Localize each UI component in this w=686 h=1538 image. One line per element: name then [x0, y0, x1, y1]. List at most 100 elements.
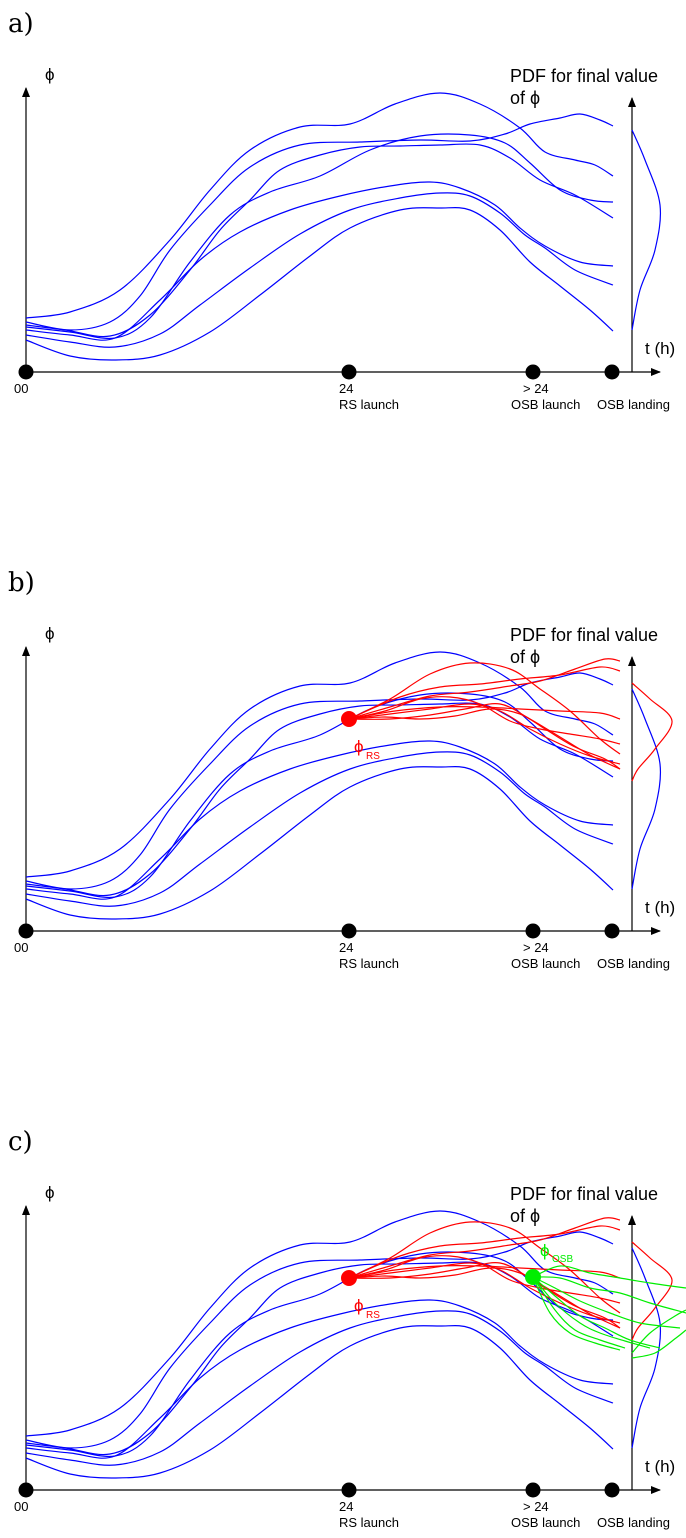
osb-launch-point [525, 1269, 541, 1285]
osb-trajectory [532, 1276, 661, 1349]
rs-launch-point [341, 711, 357, 727]
time-event-label: OSB launch [511, 397, 580, 412]
time-tick-label: > 24 [523, 381, 549, 396]
rs-trajectory [348, 1225, 621, 1279]
pdf-title-line2: of ϕ [510, 1206, 540, 1226]
time-event-label: RS launch [339, 956, 399, 971]
time-event-label: OSB launch [511, 1515, 580, 1530]
time-event-label: RS launch [339, 1515, 399, 1530]
rs-trajectory [348, 1255, 621, 1304]
ensemble-trajectory [25, 1251, 614, 1458]
y-axis-label: ϕ [45, 65, 55, 84]
rs-trajectory [348, 703, 621, 770]
time-marker-dot [18, 1482, 34, 1498]
time-marker-dot [341, 923, 357, 939]
time-marker-dot [341, 364, 357, 380]
rs-trajectory [348, 703, 621, 765]
osb-pdf-curve-lower [631, 1329, 686, 1359]
time-event-label: OSB launch [511, 956, 580, 971]
time-event-label: OSB landing [597, 397, 670, 412]
time-event-label: OSB landing [597, 956, 670, 971]
ensemble-trajectory [25, 751, 614, 907]
rs-pdf-curve [631, 1241, 673, 1341]
time-marker-dot [525, 364, 541, 380]
ensemble-trajectory [25, 1261, 614, 1456]
rs-trajectory [348, 1262, 621, 1329]
time-tick-label: > 24 [523, 1499, 549, 1514]
rs-phi-label: ϕ [354, 1296, 364, 1315]
time-marker-dot [604, 1482, 620, 1498]
ensemble-trajectory [25, 207, 614, 361]
ensemble-trajectory [25, 1231, 614, 1449]
rs-pdf-curve [631, 682, 673, 782]
ensemble-trajectory [25, 692, 614, 899]
rs-trajectory [348, 1265, 621, 1279]
ensemble-trajectory [25, 113, 614, 331]
osb-trajectory [532, 1276, 621, 1351]
ensemble-trajectory [25, 92, 614, 319]
x-axis-label: t (h) [645, 1457, 675, 1476]
rs-trajectory [348, 662, 621, 755]
rs-trajectory [348, 658, 621, 720]
time-marker-dot [604, 923, 620, 939]
time-tick-label: 24 [339, 940, 353, 955]
rs-launch-point [341, 1270, 357, 1286]
time-marker-dot [525, 923, 541, 939]
ensemble-trajectory [25, 133, 614, 340]
y-axis-label: ϕ [45, 624, 55, 643]
rs-trajectory [348, 708, 621, 770]
pdf-title-line1: PDF for final value [510, 625, 658, 645]
time-tick-label: > 24 [523, 940, 549, 955]
time-event-label: RS launch [339, 397, 399, 412]
ensemble-pdf-curve [631, 688, 662, 890]
osb-trajectory [532, 1276, 626, 1349]
rs-phi-subscript: RS [366, 1310, 380, 1321]
time-marker-dot [604, 364, 620, 380]
ensemble-trajectory [25, 740, 614, 900]
rs-trajectory [348, 1217, 621, 1279]
osb-trajectory [532, 1265, 686, 1289]
rs-trajectory [348, 1267, 621, 1329]
osb-trajectory [532, 1276, 686, 1314]
ensemble-trajectory [25, 651, 614, 878]
time-marker-dot [18, 923, 34, 939]
pdf-title-line2: of ϕ [510, 647, 540, 667]
panel-letter: b) [8, 568, 35, 598]
osb-phi-label: ϕ [540, 1241, 550, 1260]
rs-phi-label: ϕ [354, 737, 364, 756]
ensemble-pdf-curve [631, 1247, 662, 1449]
osb-trajectory [532, 1276, 651, 1349]
ensemble-trajectory [25, 1310, 614, 1466]
ensemble-trajectory [25, 181, 614, 341]
ensemble-trajectory [25, 1210, 614, 1437]
osb-phi-subscript: OSB [552, 1254, 573, 1265]
time-tick-label: 24 [339, 381, 353, 396]
x-axis-label: t (h) [645, 339, 675, 358]
time-marker-dot [18, 364, 34, 380]
ensemble-trajectory [25, 702, 614, 897]
pdf-title-line2: of ϕ [510, 88, 540, 108]
panel-letter: a) [8, 9, 34, 39]
time-tick-label: 00 [14, 1499, 28, 1514]
osb-trajectory [532, 1276, 681, 1329]
rs-trajectory [348, 1262, 621, 1324]
time-marker-dot [341, 1482, 357, 1498]
y-axis-label: ϕ [45, 1183, 55, 1202]
ensemble-trajectory [25, 143, 614, 338]
rs-phi-subscript: RS [366, 751, 380, 762]
rs-trajectory [348, 706, 621, 720]
time-tick-label: 00 [14, 940, 28, 955]
time-marker-dot [525, 1482, 541, 1498]
time-event-label: OSB landing [597, 1515, 670, 1530]
rs-trajectory [348, 1221, 621, 1314]
pdf-title-line1: PDF for final value [510, 66, 658, 86]
osb-pdf-curve-upper [631, 1309, 686, 1354]
ensemble-trajectory [25, 1325, 614, 1479]
ensemble-trajectory [25, 672, 614, 890]
rs-trajectory [348, 666, 621, 720]
pdf-title-line1: PDF for final value [510, 1184, 658, 1204]
